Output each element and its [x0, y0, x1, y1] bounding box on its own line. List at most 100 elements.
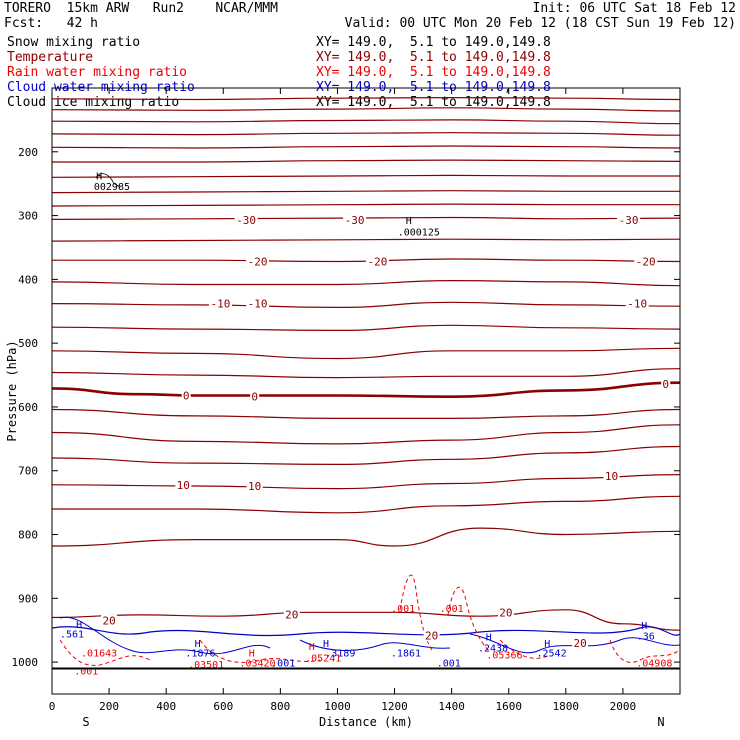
- mixing-ratio-label: .05241: [305, 654, 341, 665]
- temperature-label-bg: [625, 297, 649, 310]
- y-tick-label: 800: [18, 529, 38, 542]
- y-tick-label: 700: [18, 465, 38, 478]
- temperature-label: -30: [345, 214, 365, 227]
- cloud-contours: [52, 173, 680, 666]
- temperature-label-bg: [250, 390, 260, 403]
- mixing-ratio-label: H: [544, 639, 550, 650]
- temperature-label-bg: [234, 214, 258, 227]
- mixing-ratio-label: H: [486, 633, 492, 644]
- x-tick-label: 0: [49, 700, 56, 713]
- temperature-contour: [52, 324, 680, 332]
- y-tick-label: 1000: [12, 656, 39, 669]
- temperature-contour: [52, 216, 680, 220]
- mixing-ratio-label: .3189: [325, 649, 355, 660]
- mixing-ratio-label: H: [76, 620, 82, 631]
- temperature-label-bg: [208, 297, 232, 310]
- x-tick-label: 1600: [495, 700, 522, 713]
- mixing-ratio-label: .1876: [185, 649, 215, 660]
- temperature-label-bg: [246, 480, 263, 493]
- forecast-hour: Fcst: 42 h: [4, 16, 98, 31]
- mixing-ratio-label: .36: [637, 631, 655, 642]
- temperature-label: 20: [285, 608, 298, 621]
- legend-xy-rain: XY= 149.0, 5.1 to 149.0,149.8: [316, 65, 551, 80]
- x-tick-label: 200: [99, 700, 119, 713]
- mixing-ratio-label: .03420: [239, 659, 275, 670]
- init-time: Init: 06 UTC Sat 18 Feb 12: [532, 1, 737, 16]
- temperature-label-bg: [283, 608, 300, 621]
- south-end-label: S: [82, 715, 89, 729]
- x-axis-label: Distance (km): [319, 715, 413, 729]
- temperature-contour: [52, 495, 680, 514]
- mixing-ratio-label: .001: [74, 666, 98, 677]
- y-tick-label: 400: [18, 273, 38, 286]
- temperature-contour: [52, 159, 680, 163]
- x-tick-label: 600: [213, 700, 233, 713]
- x-tick-label: 1000: [324, 700, 351, 713]
- temperature-label: 10: [605, 470, 618, 483]
- temperature-label: -30: [236, 214, 256, 227]
- temperature-contour: [52, 474, 680, 490]
- temperature-contour: [52, 96, 680, 101]
- temperature-contour: [52, 408, 680, 419]
- temperature-contour: [52, 132, 680, 136]
- x-tick-label: 1800: [553, 700, 580, 713]
- mixing-ratio-label: H: [406, 216, 412, 227]
- temperature-label-bg: [246, 297, 270, 310]
- temperature-label-bg: [365, 255, 389, 268]
- model-title: TORERO 15km ARW Run2 NCAR/MMM: [4, 1, 278, 16]
- x-tick-label: 1400: [438, 700, 465, 713]
- x-tick-label: 2000: [610, 700, 637, 713]
- legend-xy-temperature: XY= 149.0, 5.1 to 149.0,149.8: [316, 50, 551, 65]
- temperature-label: -20: [248, 256, 268, 269]
- temperature-label-bg: [175, 478, 192, 491]
- mixing-ratio-label: .2542: [536, 649, 566, 660]
- y-tick-label: 500: [18, 337, 38, 350]
- legend-xy-snow: XY= 149.0, 5.1 to 149.0,149.8: [316, 35, 551, 50]
- mixing-ratio-label: .04908: [636, 659, 672, 670]
- temperature-contour: [52, 368, 680, 379]
- temperature-label: 10: [248, 480, 261, 493]
- temperature-contour: [52, 527, 680, 547]
- north-end-label: N: [657, 715, 664, 729]
- temperature-label-bg: [634, 255, 658, 268]
- x-tick-label: 1200: [381, 700, 408, 713]
- valid-time: Valid: 00 UTC Mon 20 Feb 12 (18 CST Sun …: [344, 16, 736, 31]
- mixing-ratio-label: .2438: [478, 643, 508, 654]
- temperature-contour: [52, 609, 680, 631]
- legend-label-rain: Rain water mixing ratio: [7, 65, 188, 80]
- mixing-ratio-label: H: [309, 642, 315, 653]
- mixing-ratio-label: .03501: [188, 660, 224, 671]
- temperature-contour: [52, 445, 680, 466]
- y-axis-label: Pressure (hPa): [5, 340, 19, 441]
- legend-label-temperature: Temperature: [7, 50, 94, 65]
- temperature-contour: [52, 174, 680, 178]
- temperature-label: 20: [425, 629, 438, 642]
- temperature-label: -20: [367, 256, 387, 269]
- mixing-ratio-label: .561: [60, 629, 84, 640]
- mixing-ratio-label: .001: [271, 659, 295, 670]
- temperature-label-bg: [181, 389, 191, 402]
- temperature-label: -10: [210, 298, 230, 311]
- plot-frame: [51, 87, 681, 695]
- temperature-label-bg: [423, 629, 440, 642]
- temperature-label-bg: [101, 614, 118, 627]
- temperature-label: 20: [102, 615, 115, 628]
- mixing-ratio-label: H: [323, 639, 329, 650]
- temperature-contour: [52, 301, 680, 309]
- x-tick-label: 800: [270, 700, 290, 713]
- y-tick-label: 200: [18, 146, 38, 159]
- temperature-contour: [52, 279, 680, 287]
- temperature-label: 0: [251, 391, 258, 404]
- mixing-ratio-label: .01643: [81, 649, 117, 660]
- temperature-label: 10: [177, 479, 190, 492]
- temperature-label-bg: [603, 469, 620, 482]
- y-tick-label: 900: [18, 592, 38, 605]
- temperature-contour: [52, 190, 680, 194]
- mixing-ratio-label: .001: [440, 604, 464, 615]
- temperature-label: -10: [627, 298, 647, 311]
- mixing-ratio-label: H: [249, 649, 255, 660]
- temperature-contour: [52, 119, 680, 125]
- temperature-label-bg: [661, 377, 671, 390]
- temperature-label: 0: [662, 378, 669, 391]
